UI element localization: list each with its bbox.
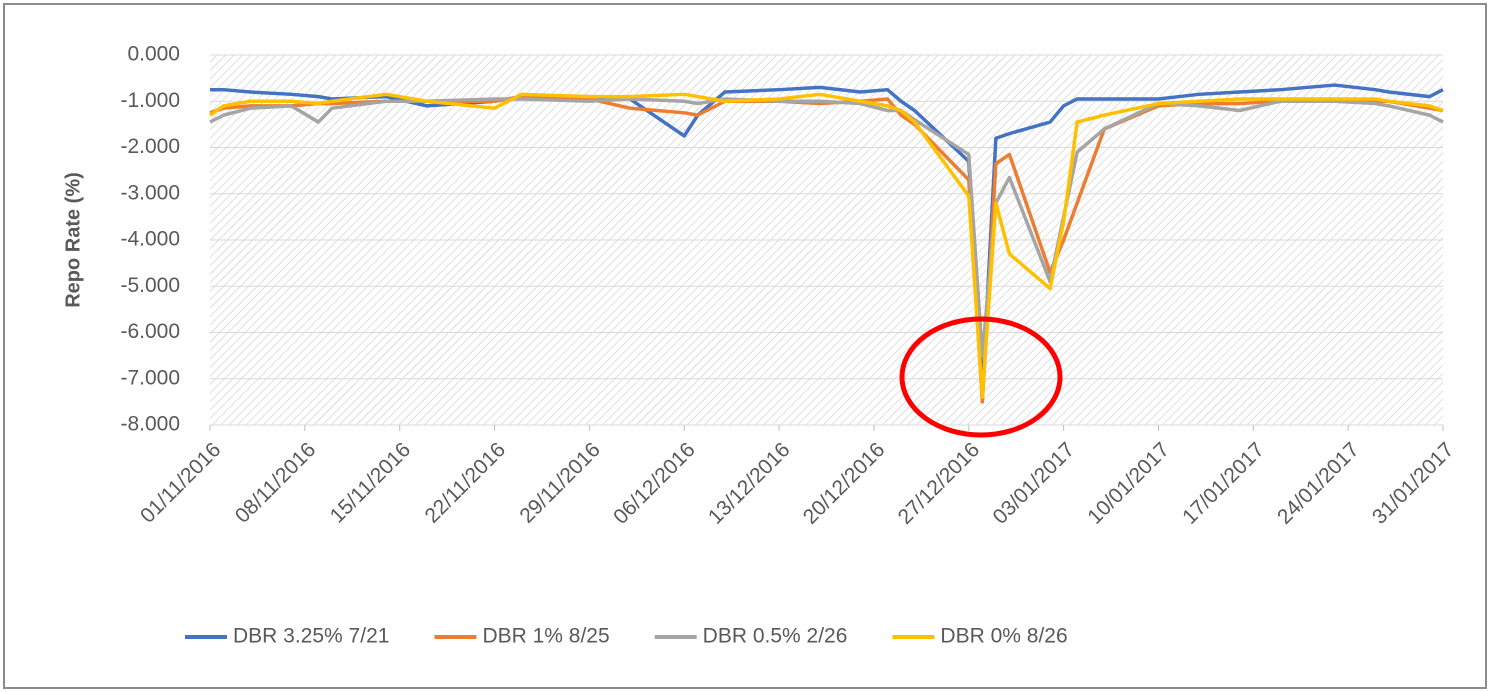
y-axis-label: Repo Rate (%) <box>62 172 84 308</box>
legend-label: DBR 0.5% 2/26 <box>703 625 848 648</box>
y-tick-label: -7.000 <box>120 366 180 389</box>
y-tick-label: 0.000 <box>127 43 180 66</box>
y-tick-label: -2.000 <box>120 135 180 158</box>
legend-label: DBR 0% 8/26 <box>940 625 1067 648</box>
y-tick-label: -6.000 <box>120 320 180 343</box>
y-tick-label: -8.000 <box>120 413 180 436</box>
y-tick-label: -5.000 <box>120 274 180 297</box>
annotation-circle <box>899 316 1063 438</box>
y-tick-label: -1.000 <box>120 89 180 112</box>
series-line <box>209 92 1444 399</box>
y-tick-label: -3.000 <box>120 181 180 204</box>
y-tick-label: -4.000 <box>120 228 180 251</box>
legend-label: DBR 3.25% 7/21 <box>233 625 389 648</box>
series-line <box>209 97 1444 358</box>
legend-label: DBR 1% 8/25 <box>482 625 609 648</box>
series-line <box>210 83 1444 395</box>
